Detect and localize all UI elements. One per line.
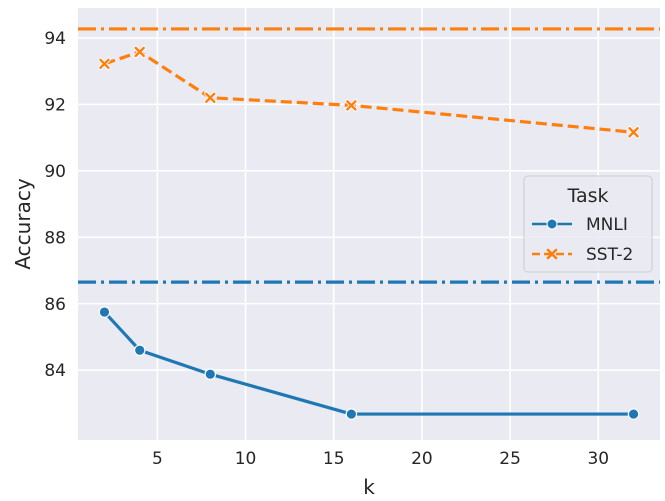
data-point-mnli (204, 368, 217, 381)
legend-box (523, 175, 653, 273)
x-tick-label: 10 (235, 449, 257, 469)
y-tick-label: 86 (44, 295, 66, 315)
legend-label-mnli: MNLI (586, 215, 628, 235)
data-point-sst-2 (345, 99, 358, 112)
legend-title: Task (566, 185, 608, 207)
y-tick-label: 94 (44, 29, 66, 49)
y-tick-label: 88 (44, 228, 66, 248)
reference-lines (78, 27, 660, 284)
data-point-sst-2 (133, 45, 146, 58)
data-point-mnli (98, 306, 111, 318)
x-axis-ticks: 5 10 15 20 25 30 (152, 449, 609, 469)
x-tick-label: 30 (587, 449, 609, 469)
x-tick-label: 25 (499, 449, 521, 469)
data-point-mnli (345, 408, 358, 420)
legend-entries: MNLI SST-2 (532, 215, 633, 265)
y-tick-label: 92 (44, 95, 66, 115)
x-tick-label: 20 (411, 449, 433, 469)
x-axis-label: k (363, 475, 375, 499)
grid-lines (78, 8, 660, 440)
legend-entry-sst-2: SST-2 (532, 245, 633, 265)
series-group (98, 45, 640, 420)
y-tick-label: 90 (44, 162, 66, 182)
legend: Task MNLI SST-2 (523, 175, 653, 273)
y-axis-ticks: 84 86 88 90 92 94 (44, 29, 66, 381)
data-point-sst-2 (204, 91, 217, 104)
data-point-sst-2 (627, 126, 640, 139)
legend-entry-mnli: MNLI (532, 215, 628, 235)
data-point-mnli (627, 408, 640, 420)
y-axis-label: Accuracy (11, 178, 35, 269)
x-tick-label: 15 (323, 449, 345, 469)
data-point-sst-2 (98, 57, 111, 70)
data-point-mnli (133, 344, 146, 357)
y-tick-label: 84 (44, 361, 66, 381)
x-tick-label: 5 (152, 449, 163, 469)
legend-label-sst-2: SST-2 (586, 245, 633, 265)
